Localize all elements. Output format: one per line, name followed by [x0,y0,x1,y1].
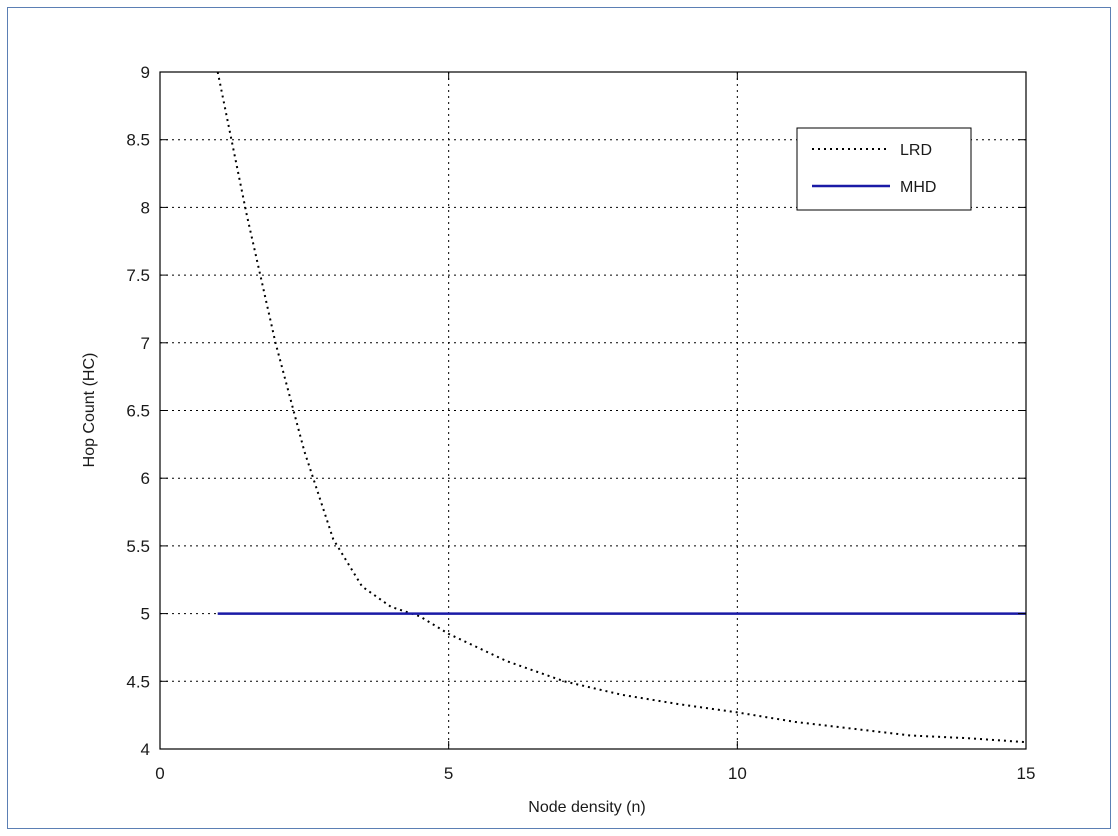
y-tick-label: 6.5 [126,402,150,421]
y-tick-label: 4 [141,740,150,759]
y-tick-label: 5.5 [126,537,150,556]
legend: LRD MHD [796,127,972,211]
y-tick-label: 6 [141,469,150,488]
tick-marks [159,71,1027,750]
legend-label-mhd: MHD [900,179,936,196]
legend-label-lrd: LRD [900,142,932,159]
x-axis-label: Node density (n) [528,799,645,816]
x-tick-label: 10 [728,764,747,783]
y-tick-label: 7.5 [126,266,150,285]
y-tick-label: 9 [141,63,150,82]
y-axis-label: Hop Count (HC) [81,353,98,468]
series-layer [216,71,1027,744]
y-tick-label: 8.5 [126,131,150,150]
legend-box [796,127,972,211]
x-tick-label: 5 [444,764,453,783]
y-tick-label: 4.5 [126,672,150,691]
y-tick-label: 8 [141,198,150,217]
x-tick-label: 0 [155,764,164,783]
y-tick-label: 7 [141,334,150,353]
x-tick-label: 15 [1017,764,1036,783]
y-tick-labels: 4 4.5 5 5.5 6 6.5 7 7.5 8 8.5 9 [126,63,150,759]
y-tick-label: 5 [141,605,150,624]
x-tick-labels: 0 5 10 15 [155,764,1035,783]
